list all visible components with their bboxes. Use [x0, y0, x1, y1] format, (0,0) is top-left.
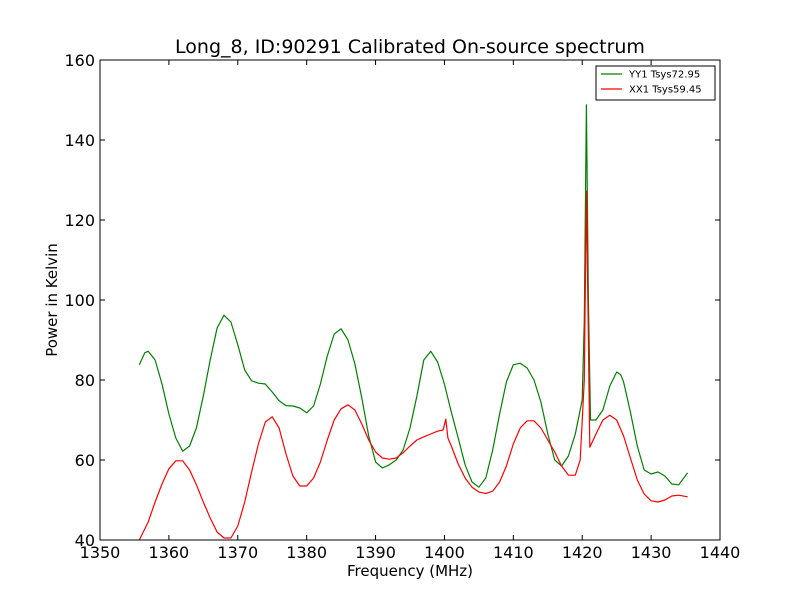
x-tick-label: 1430 — [631, 543, 672, 562]
y-tick-label: 160 — [64, 51, 95, 70]
legend-label-2: XX1 Tsys59.45 — [629, 85, 702, 96]
legend-box — [595, 65, 716, 101]
y-tick-label: 120 — [64, 211, 95, 230]
y-tick-label: 140 — [64, 131, 95, 150]
series-line-2 — [138, 190, 688, 541]
x-axis: 1350 1360 1370 1380 1390 1400 1410 1420 1430 1440 — [80, 60, 741, 562]
legend-label-1: YY1 Tsys72.95 — [628, 70, 700, 81]
y-tick-label: 60 — [75, 451, 95, 470]
x-tick-label: 1390 — [355, 543, 396, 562]
x-tick-label: 1410 — [493, 543, 534, 562]
x-tick-label: 1400 — [424, 543, 465, 562]
x-axis-title: Frequency (MHz) — [347, 562, 473, 580]
plot-frame — [99, 59, 721, 541]
series-line-1 — [138, 104, 689, 488]
y-tick-label: 80 — [75, 371, 95, 390]
x-tick-label: 1420 — [562, 543, 603, 562]
y-axis: 40 60 80 100 120 140 160 — [64, 51, 720, 550]
x-tick-label: 1380 — [286, 543, 327, 562]
plot-lines — [138, 104, 689, 541]
x-tick-label: 1350 — [80, 543, 121, 562]
y-tick-label: 100 — [64, 291, 95, 310]
y-axis-title: Power in Kelvin — [43, 243, 61, 357]
x-tick-label: 1440 — [700, 543, 741, 562]
y-tick-label: 40 — [75, 531, 95, 550]
legend: YY1 Tsys72.95 XX1 Tsys59.45 — [595, 65, 716, 101]
x-tick-label: 1360 — [149, 543, 190, 562]
x-tick-label: 1370 — [217, 543, 258, 562]
chart-title: Long_8, ID:90291 Calibrated On-source sp… — [175, 36, 645, 58]
